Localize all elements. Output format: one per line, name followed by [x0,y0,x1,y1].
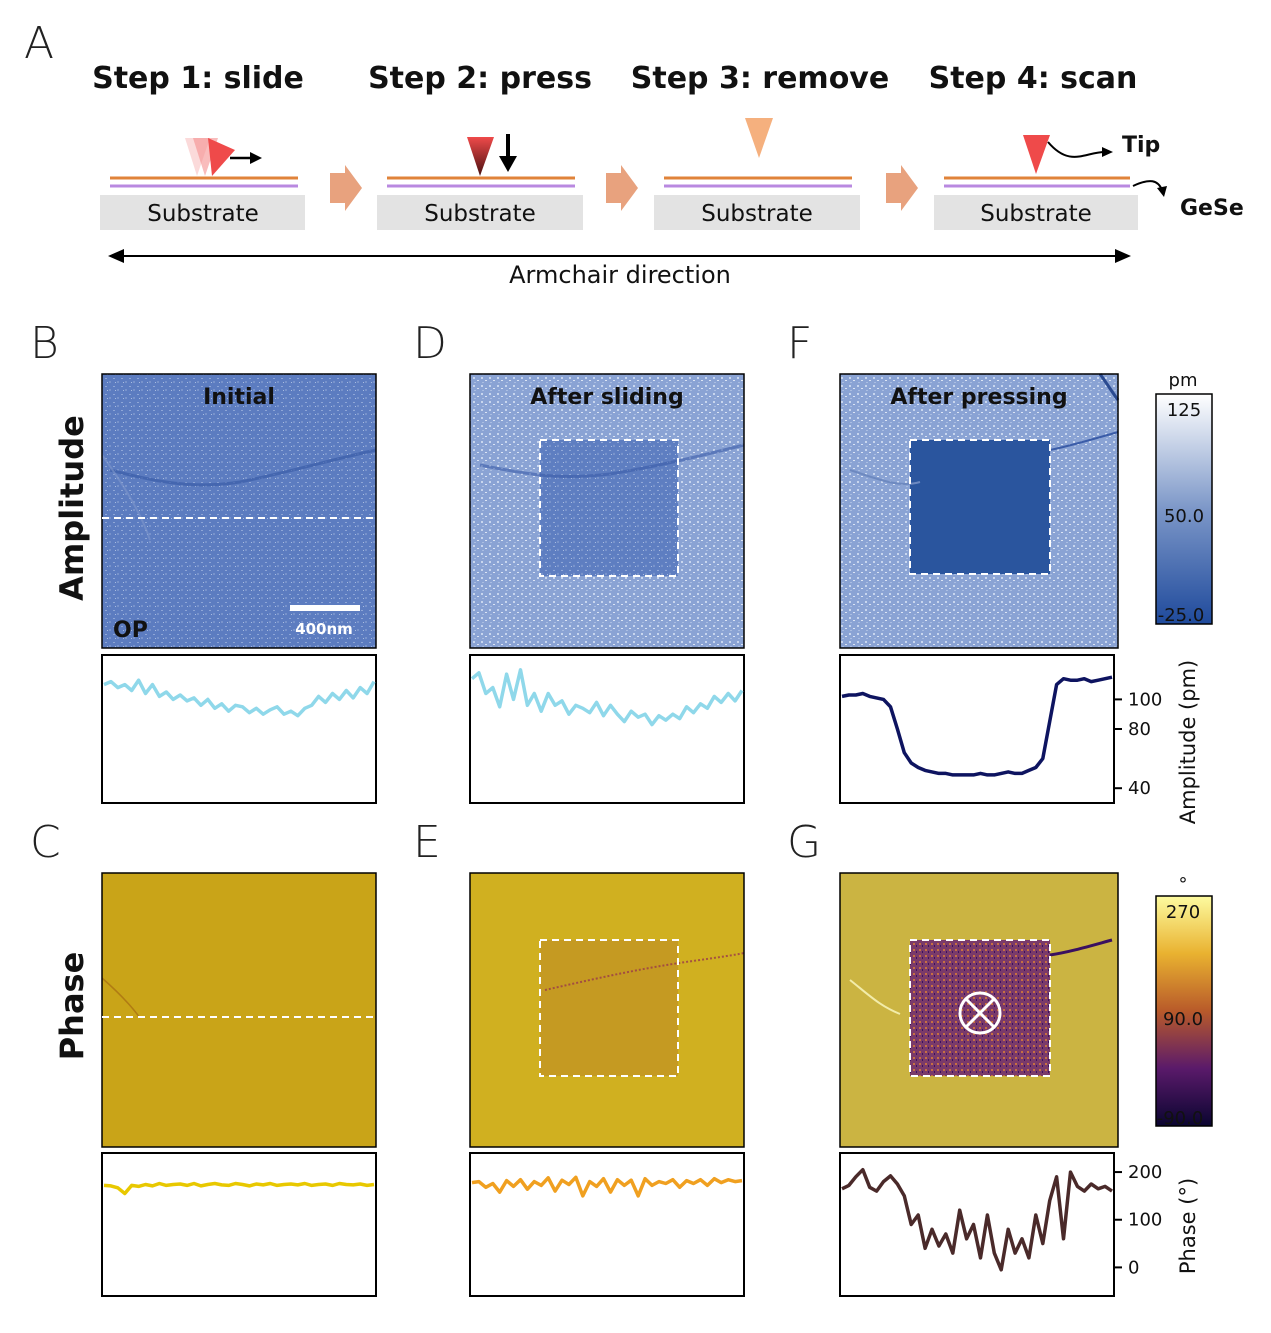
step-4-title: Step 4: scan [929,61,1138,96]
colorbar-tick: 50.0 [1164,506,1204,527]
profile-line-b [103,678,376,718]
step-1-title: Step 1: slide [92,61,304,96]
map-title-after-pressing: After pressing [890,385,1067,410]
colorbar-tick: -90.0 [1157,1108,1204,1129]
axis-label-amplitude: Amplitude (pm) [1176,660,1200,824]
colorbar-tick: 125 [1167,400,1201,421]
scan-region-box [909,439,1051,575]
scale-bar-label: 400nm [295,620,353,638]
panel-label-d: D [413,318,447,369]
polarization-into-page-icon [958,991,1002,1035]
scan-region-box [539,439,679,577]
substrate-label: Substrate [701,201,813,227]
scan-region-box [909,939,1051,1077]
y-tick-label: 100 [1128,1210,1162,1231]
substrate-block [377,195,583,230]
y-tick-label: 200 [1128,1162,1162,1183]
axis-label-phase: Phase (°) [1176,1178,1200,1274]
panel-label-f: F [787,318,812,369]
tip-icon [1023,135,1050,174]
scan-region-box [539,939,679,1077]
substrate-block [654,195,860,230]
armchair-direction-label: Armchair direction [509,261,731,289]
y-tick-label: 100 [1128,689,1162,710]
substrate-label: Substrate [147,201,259,227]
amplitude-colorbar: pm 125 50.0 -25.0 [1155,370,1213,626]
substrate-block [934,195,1138,230]
step-2-title: Step 2: press [368,61,592,96]
step-3-diagram: Substrate [654,118,860,230]
phase-map-e [469,872,745,1148]
step-arrow-icon [886,165,918,211]
panel-label-g: G [787,817,821,868]
panel-label-b: B [30,318,59,369]
profile-line-f [841,675,1113,777]
profile-line-g [841,1167,1113,1272]
colorbar-tick: 270 [1166,902,1200,923]
amplitude-map-f: After pressing [839,373,1120,649]
map-title-after-sliding: After sliding [530,385,683,410]
step-titles: Step 1: slide Step 2: press Step 3: remo… [92,61,1137,96]
row-label-amplitude: Amplitude [53,415,91,601]
line-profile-plots: 40 80 100 0 100 200 [101,654,1162,1297]
y-tick-label: 0 [1128,1257,1139,1278]
step-2-diagram: Substrate [377,134,583,230]
arrowhead-icon [1157,186,1167,197]
phase-map-g [839,872,1119,1148]
map-title-initial: Initial [203,385,275,410]
colorbar-tick: 90.0 [1163,1009,1203,1030]
y-tick-label: 80 [1128,719,1151,740]
y-tick-label: 40 [1128,778,1151,799]
profile-line-c [103,1181,375,1196]
plot-frame-f [839,654,1115,804]
tip-label: Tip [1122,133,1160,158]
op-label: OP [113,618,148,643]
phase-colorbar: ° 270 90.0 -90.0 [1155,874,1213,1129]
step-4-diagram: Substrate Tip GeSe [934,133,1244,230]
colorbar-unit-degree: ° [1179,874,1188,895]
amplitude-map-d: After sliding [469,373,745,649]
tip-pointer-line [1047,141,1106,158]
substrate-block [100,195,305,230]
arrowhead-icon [250,152,262,164]
arrowhead-icon [1102,147,1113,157]
panel-label-e: E [413,817,441,868]
profile-line-d [470,668,744,727]
armchair-direction-arrow: Armchair direction [108,249,1131,289]
substrate-label: Substrate [980,201,1092,227]
plot-frame-b [101,654,377,804]
substrate-label: Substrate [424,201,536,227]
colorbar-tick: -25.0 [1158,605,1205,626]
panel-label-a: A [24,18,54,69]
plot-frame-d [469,654,745,804]
step-1-diagram: Substrate [100,138,305,230]
tip-icon [208,138,235,176]
panel-label-c: C [30,817,61,868]
plot-frame-c [101,1152,377,1297]
profile-line-e [471,1175,743,1198]
gese-label: GeSe [1180,196,1244,221]
scale-bar [290,605,360,611]
step-arrow-icon [606,165,638,211]
step-arrow-icon [330,165,362,211]
step-3-title: Step 3: remove [631,61,889,96]
amplitude-map-b: Initial OP 400nm [101,373,377,649]
phase-map-c [101,872,377,1148]
arrowhead-icon [499,156,517,172]
plot-frame-e [469,1152,745,1297]
colorbar-unit-pm: pm [1169,370,1198,391]
tip-icon [467,137,494,176]
tip-icon [745,118,773,158]
row-label-phase: Phase [53,952,91,1061]
